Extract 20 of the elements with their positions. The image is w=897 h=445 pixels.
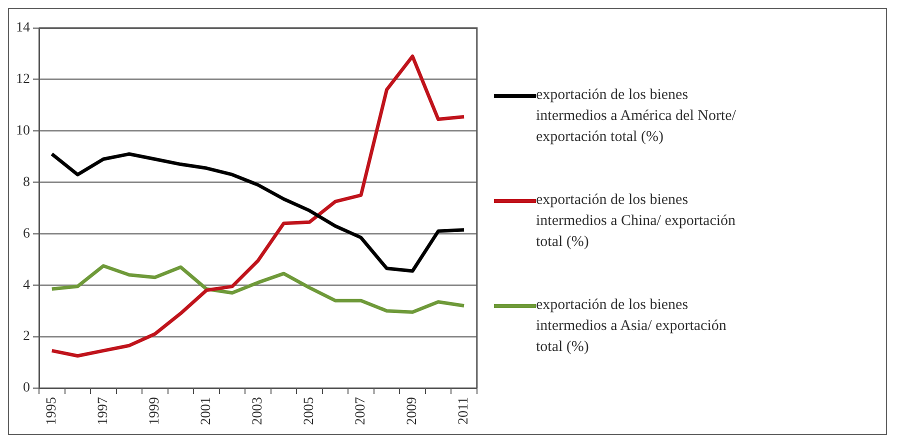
x-tick-label: 1997 bbox=[96, 396, 112, 424]
x-tick-label: 1999 bbox=[148, 396, 163, 424]
y-tick-label: 14 bbox=[16, 20, 30, 36]
x-tick-label: 2005 bbox=[302, 396, 318, 424]
x-tick-label: 2001 bbox=[199, 396, 214, 424]
x-tick-label: 2003 bbox=[250, 396, 266, 424]
x-tick-label: 2011 bbox=[456, 396, 472, 424]
x-tick-label: 2007 bbox=[354, 396, 369, 424]
y-tick-label: 6 bbox=[23, 226, 30, 241]
y-tick-label: 2 bbox=[23, 328, 30, 344]
y-tick-label: 0 bbox=[23, 380, 30, 396]
y-tick-label: 12 bbox=[16, 72, 30, 87]
legend-label: exportación de los bienes intermedios a China/ exportación total (%) bbox=[536, 191, 737, 252]
y-tick-label: 4 bbox=[23, 277, 30, 292]
y-tick-label: 8 bbox=[23, 174, 30, 190]
y-tick-label: 10 bbox=[16, 123, 30, 138]
x-tick-label: 2009 bbox=[405, 396, 420, 424]
x-tick-label: 1995 bbox=[44, 396, 60, 424]
legend-label: exportación de los bienes intermedios a América del Norte/ exportación total (%) bbox=[536, 86, 737, 147]
legend-label: exportación de los bienes intermedios a Asia/ exportación total (%) bbox=[536, 296, 728, 357]
